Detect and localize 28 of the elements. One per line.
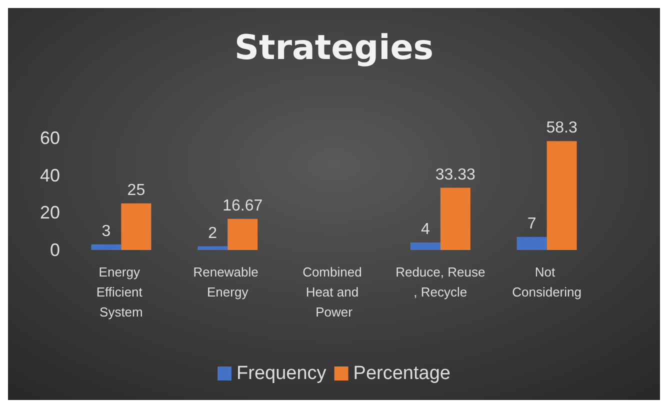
bar bbox=[516, 236, 547, 250]
data-label: 58.3 bbox=[546, 120, 578, 137]
data-label: 16.67 bbox=[222, 197, 263, 214]
bar bbox=[198, 246, 228, 250]
data-label: 33.33 bbox=[435, 166, 476, 184]
y-tick-label: 20 bbox=[40, 202, 60, 223]
chart-title: Strategies bbox=[234, 28, 434, 68]
bar bbox=[440, 188, 470, 250]
legend-label: Percentage bbox=[353, 363, 450, 384]
x-tick-label: Energy Efficient System bbox=[96, 264, 146, 320]
y-tick-label: 0 bbox=[50, 240, 60, 260]
x-tick-label: Not Considering bbox=[512, 264, 582, 300]
data-label: 2 bbox=[208, 224, 218, 242]
x-tick-label: Renewable Energy bbox=[193, 264, 262, 300]
bar bbox=[410, 242, 440, 250]
bar bbox=[91, 244, 122, 250]
data-label: 3 bbox=[102, 222, 111, 240]
data-label: 7 bbox=[527, 215, 536, 232]
bar bbox=[228, 218, 258, 250]
legend-label: Frequency bbox=[236, 363, 327, 384]
data-label: 4 bbox=[420, 221, 430, 238]
y-tick-label: 40 bbox=[40, 165, 60, 186]
y-tick-label: 60 bbox=[40, 128, 60, 148]
x-tick-label: Combined Heat and Power bbox=[302, 264, 366, 320]
bar bbox=[121, 203, 152, 250]
data-label: 25 bbox=[127, 182, 146, 199]
bar bbox=[546, 141, 577, 250]
x-tick-label: Reduce, Reuse, Recycle bbox=[396, 264, 486, 300]
